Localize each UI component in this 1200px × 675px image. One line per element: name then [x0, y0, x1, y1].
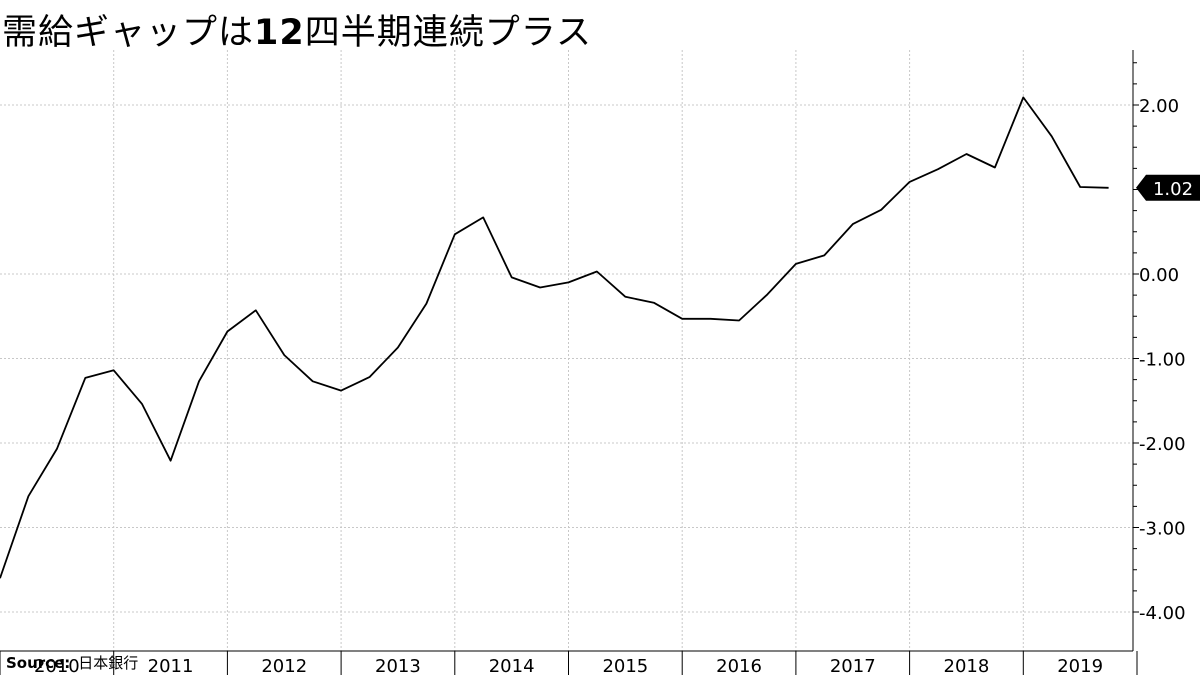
x-tick-label: 2010: [34, 656, 80, 675]
x-tick-label: 2012: [261, 656, 307, 675]
grid-lines: [0, 50, 1133, 651]
last-value-marker: 1.02: [1136, 174, 1200, 201]
y-tick-label: -1.00: [1139, 350, 1186, 371]
x-tick-label: 2019: [1057, 656, 1103, 675]
axes: [0, 50, 1134, 652]
x-tick-label: 2017: [830, 656, 876, 675]
x-tick-label: 2015: [602, 656, 648, 675]
x-axis-ticks: 2010 2011 2012 2013 2014 2015 2016 2017 2018 2019: [0, 651, 1138, 675]
y-axis-ticks: 2.00 0.00 -1.00 -2.00 -3.00 -4.00: [1133, 62, 1186, 624]
chart-title: 需給ギャップは12四半期連続プラス: [2, 13, 593, 53]
y-tick-label: 0.00: [1139, 265, 1179, 286]
y-tick-label: -2.00: [1139, 434, 1186, 455]
source-value: 日本銀行: [78, 654, 139, 672]
last-value-label: 1.02: [1153, 179, 1193, 200]
y-tick-label: -4.00: [1139, 603, 1186, 624]
y-tick-label: -3.00: [1139, 519, 1186, 540]
x-tick-label: 2013: [375, 656, 421, 675]
x-tick-label: 2016: [716, 656, 762, 675]
source-label: Source:: [6, 654, 71, 672]
series-line: [0, 96, 1109, 579]
last-value-flag: [1136, 174, 1200, 201]
y-tick-label: 2.00: [1139, 96, 1179, 117]
series-group: [0, 96, 1109, 579]
x-tick-label: 2018: [944, 656, 990, 675]
x-tick-label: 2011: [148, 656, 194, 675]
x-tick-label: 2014: [489, 656, 535, 675]
source-note: Source: 日本銀行: [6, 652, 138, 673]
